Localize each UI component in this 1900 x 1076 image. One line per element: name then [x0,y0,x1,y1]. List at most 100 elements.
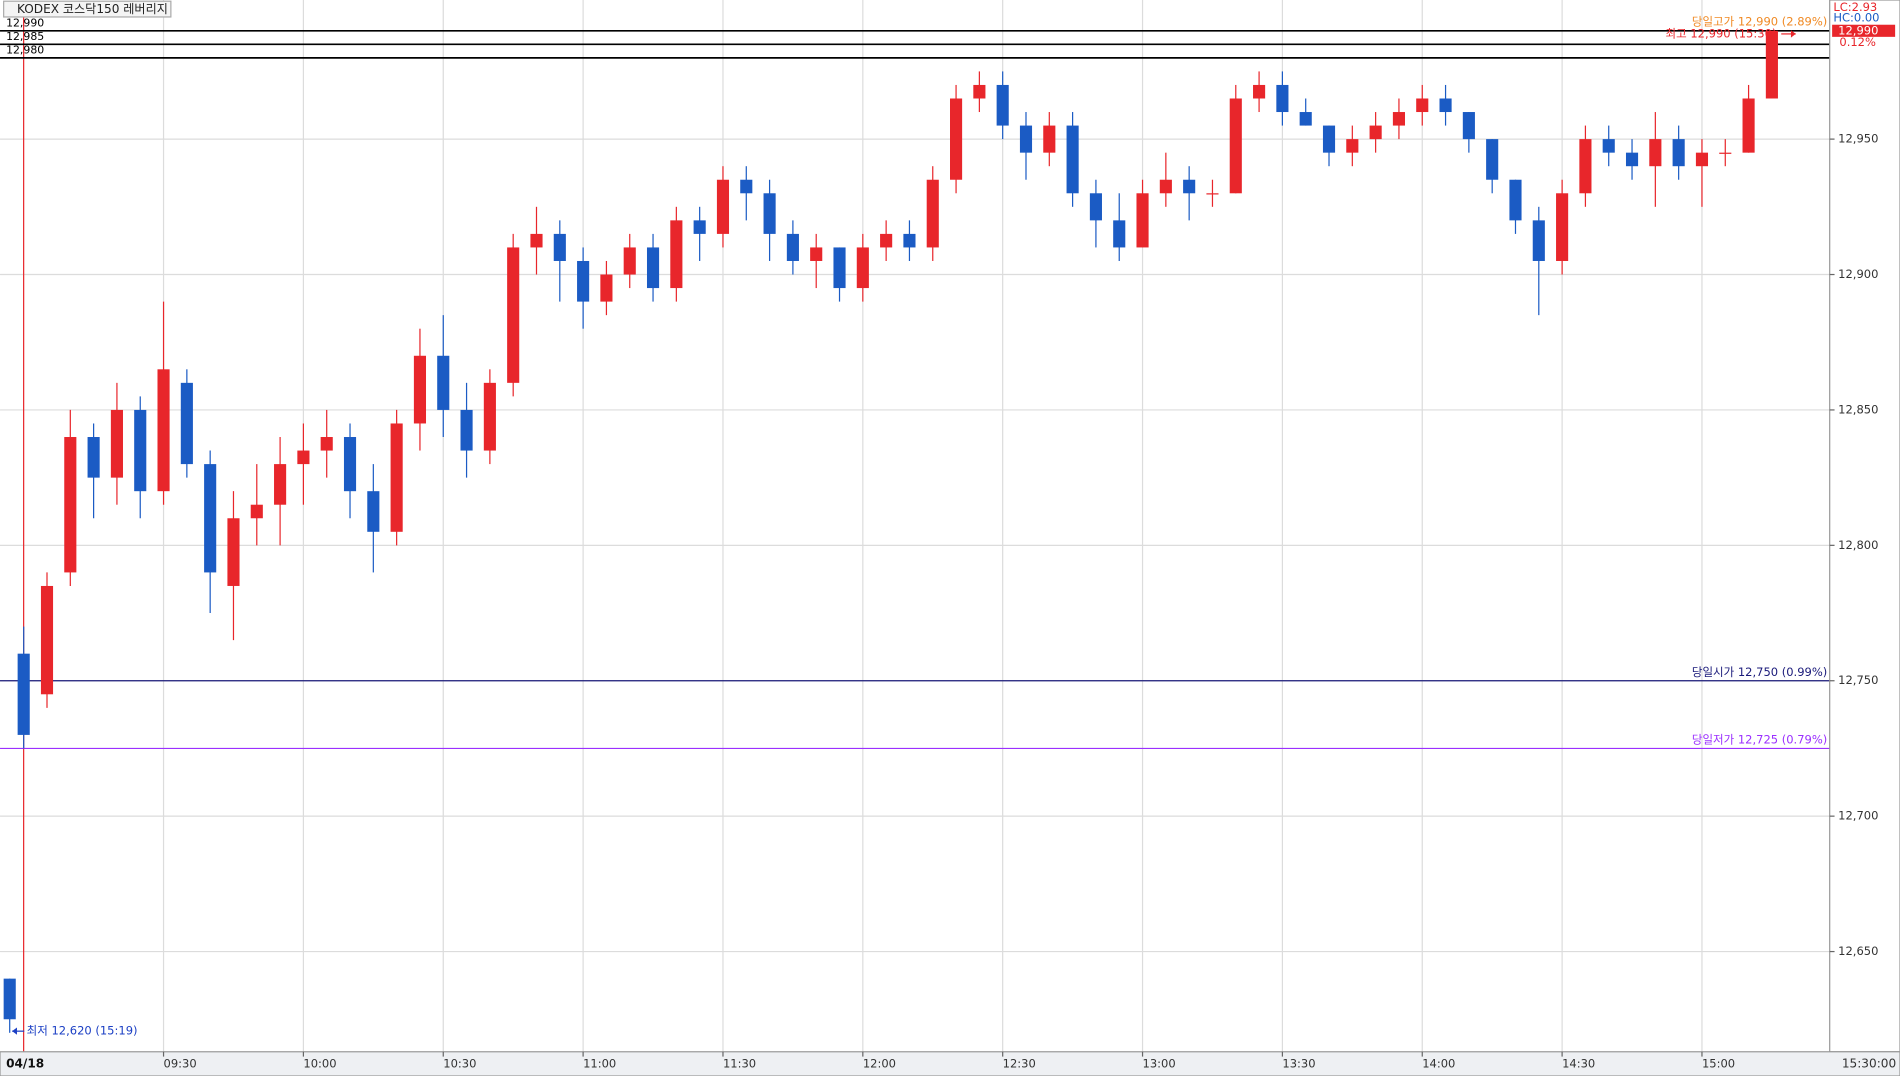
candle-body [40,585,54,695]
candle-body [1089,193,1102,221]
y-tick-label: 12,700 [1838,809,1878,823]
candle-body [1299,112,1312,126]
y-axis-panel [1829,0,1900,1053]
candle-body [1509,179,1522,221]
candle-body [577,260,590,302]
candle-body [3,978,16,1020]
change-label: 0.12% [1839,35,1876,49]
title-box [3,0,172,18]
x-tick-label: 09:30 [164,1056,197,1070]
candle-body [600,274,613,302]
x-axis-panel [0,1051,1900,1076]
candle-body [157,369,170,492]
candle-body [1625,152,1639,167]
candle-body [437,355,450,410]
candle-body [833,247,846,289]
candle-body [950,98,963,180]
candle-body [1183,179,1196,194]
candle-body [530,233,543,248]
candle-body [856,247,869,289]
candle-body [1742,98,1755,153]
date-label: 04/18 [6,1056,44,1070]
candle-body [903,233,916,248]
candle-body [1649,139,1662,167]
y-tick-label: 12,950 [1838,132,1878,146]
candle-body [1019,125,1033,153]
candle-body [87,437,100,478]
x-axis: 09:30 10:00 10:30 11:00 11:30 12:00 12:30 13:00… [162,1051,1735,1070]
x-tick-label: 11:30 [723,1056,756,1070]
candle-body [1253,84,1266,99]
candle-body [390,423,403,532]
x-tick-label: 10:00 [303,1056,336,1070]
candle-body [763,193,776,234]
candles [3,30,1778,1033]
x-tick-label: 10:30 [443,1056,476,1070]
candle-body [1392,112,1406,126]
candle-body [274,464,287,505]
candle-body [1462,112,1475,140]
x-tick-label: 14:30 [1562,1056,1595,1070]
candle-body [996,84,1009,126]
annotations: 당일고가 12,990 (2.89%)최고 12,990 (15:30) 최저 1… [12,14,1827,1038]
candle-body [1416,98,1429,113]
x-tick-label: 12:30 [1003,1056,1036,1070]
candle-body [1346,139,1359,153]
candle-body [250,504,263,519]
candle-body [880,233,893,248]
candle-body [134,409,147,492]
candle-body [1532,220,1545,261]
candle-body [1602,139,1615,153]
candle-body [1579,139,1592,194]
y-tick-label: 12,750 [1838,673,1878,687]
candle-body [343,437,357,492]
candle-body [320,437,333,451]
candle-body [1043,125,1056,153]
candle-body [297,450,310,465]
candle-body [110,409,123,478]
reference-line-label: 12,990 [6,17,44,30]
candle-body [1765,30,1778,99]
current-price-label: 12,990 [1838,23,1878,37]
candle-body [227,518,240,586]
lc-label: LC:2.93 [1833,0,1877,14]
candle-body [740,179,753,194]
candle-body [413,355,427,424]
candle-body [1369,125,1382,140]
time-label: 15:30:00 [1842,1056,1896,1070]
reference-line-label: 12,985 [6,30,44,43]
x-tick-label: 14:00 [1422,1056,1455,1070]
candle-body [1206,193,1219,195]
candle-body [1322,125,1336,153]
candle-body [180,382,193,465]
candle-body [64,437,77,573]
y-axis: 12,650 12,700 12,750 12,800 12,850 12,900 12,9… [1829,23,1896,958]
candle-body [1486,139,1499,180]
candle-body [460,409,473,451]
candle-body [1695,152,1709,167]
candle-body [810,247,823,261]
annotation-arrow-head [12,1027,17,1035]
annotation: 최고 12,990 (15:30) [1666,26,1777,40]
candle-body [973,84,986,99]
x-tick-label: 13:30 [1282,1056,1315,1070]
y-tick-label: 12,650 [1838,944,1878,958]
x-tick-label: 13:00 [1143,1056,1176,1070]
candle-body [786,233,799,261]
candle-body [1276,84,1289,113]
reference-line-label: 12,980 [6,44,44,57]
hc-label: HC:0.00 [1833,11,1879,25]
candle-body [693,220,706,234]
candle-body [1113,220,1126,248]
chart-title: KODEX 코스닥150 레버리지 [17,2,168,16]
candle-body [1159,179,1172,194]
price-line-label: 당일시가 12,750 (0.99%) [1692,665,1827,679]
y-tick-label: 12,900 [1838,267,1878,281]
candle-body [483,382,496,451]
x-tick-label: 12:00 [863,1056,896,1070]
candle-body [646,247,660,289]
candle-body [716,179,730,234]
